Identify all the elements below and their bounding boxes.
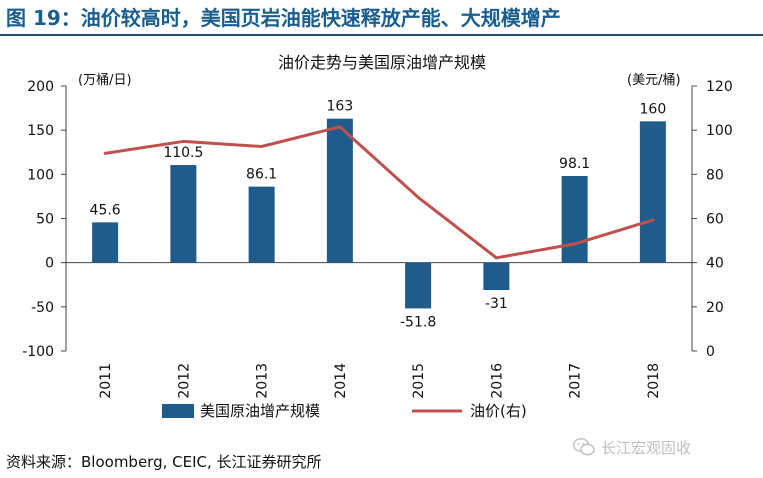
bar — [405, 262, 432, 309]
left-tick-label: 0 — [45, 256, 54, 272]
bar — [561, 176, 588, 263]
bar — [248, 186, 275, 263]
right-axis: 0 20 40 60 80 100 120 — [691, 79, 733, 360]
bar — [326, 118, 353, 263]
line-point — [494, 256, 498, 260]
left-axis-unit: (万桶/日) — [78, 73, 132, 88]
chart: 油价走势与美国原油增产规模 (万桶/日) (美元/桶) -100 -50 0 50 10… — [22, 53, 733, 420]
right-axis-unit: (美元/桶) — [627, 73, 681, 88]
bar-label: 45.6 — [90, 202, 121, 218]
left-tick-label: 200 — [27, 79, 54, 95]
line-series — [103, 125, 655, 260]
legend-bar-swatch — [162, 404, 194, 418]
right-tick-label: 100 — [706, 123, 733, 139]
bar-label: 110.5 — [163, 145, 203, 161]
line-point — [103, 151, 107, 155]
bar-label: 98.1 — [559, 156, 590, 172]
x-axis: 2011 2012 2013 2014 2015 2016 2017 2018 — [98, 363, 662, 399]
left-tick-label: -50 — [31, 300, 54, 316]
oil-price-line — [104, 125, 654, 260]
x-tick-label: 2011 — [98, 363, 114, 399]
watermark: 长江宏观固收 — [573, 434, 763, 460]
right-tick-label: 80 — [706, 167, 724, 183]
legend-line-label: 油价(右) — [470, 402, 527, 420]
x-tick-label: 2014 — [333, 363, 349, 399]
x-tick-label: 2012 — [176, 363, 192, 399]
line-point — [416, 195, 420, 199]
left-tick-label: 150 — [27, 123, 54, 139]
watermark-text: 长江宏观固收 — [601, 438, 692, 457]
line-point — [338, 125, 342, 129]
x-tick-label: 2015 — [411, 363, 427, 399]
chart-title: 油价走势与美国原油增产规模 — [278, 53, 486, 72]
bar-series — [92, 118, 666, 309]
bar — [170, 165, 197, 263]
figure-title: 图 19：油价较高时，美国页岩油能快速释放产能、大规模增产 — [6, 6, 561, 30]
right-tick-label: 40 — [706, 256, 724, 272]
bar — [639, 121, 666, 263]
bar-label: 86.1 — [246, 167, 277, 183]
line-point — [260, 145, 264, 149]
left-axis: -100 -50 0 50 100 150 200 — [22, 79, 692, 360]
wechat-icon — [573, 438, 595, 456]
bar-label: -51.8 — [400, 314, 436, 330]
bar-data-labels: 45.6 110.5 86.1 163 -51.8 -31 98.1 160 — [90, 99, 667, 331]
legend-bar-label: 美国原油增产规模 — [200, 402, 320, 420]
line-point — [573, 242, 577, 246]
right-tick-label: 20 — [706, 300, 724, 316]
source-note: 资料来源：Bloomberg, CEIC, 长江证券研究所 — [6, 453, 322, 471]
left-tick-label: -100 — [22, 344, 54, 360]
right-tick-label: 120 — [706, 79, 733, 95]
bar — [92, 222, 119, 263]
bar-label: 160 — [640, 101, 667, 117]
bar-label: 163 — [327, 99, 354, 115]
title-divider — [0, 34, 763, 36]
bar — [483, 262, 510, 291]
line-point — [651, 218, 655, 222]
x-tick-label: 2018 — [646, 363, 662, 399]
right-tick-label: 0 — [706, 344, 715, 360]
right-tick-label: 60 — [706, 212, 724, 228]
bar-label: -31 — [485, 296, 508, 312]
left-tick-label: 100 — [27, 167, 54, 183]
x-tick-label: 2013 — [255, 363, 271, 399]
left-tick-label: 50 — [36, 212, 54, 228]
legend: 美国原油增产规模 油价(右) — [162, 402, 527, 420]
line-point — [181, 139, 185, 143]
x-tick-label: 2017 — [568, 363, 584, 399]
x-tick-label: 2016 — [489, 363, 505, 399]
